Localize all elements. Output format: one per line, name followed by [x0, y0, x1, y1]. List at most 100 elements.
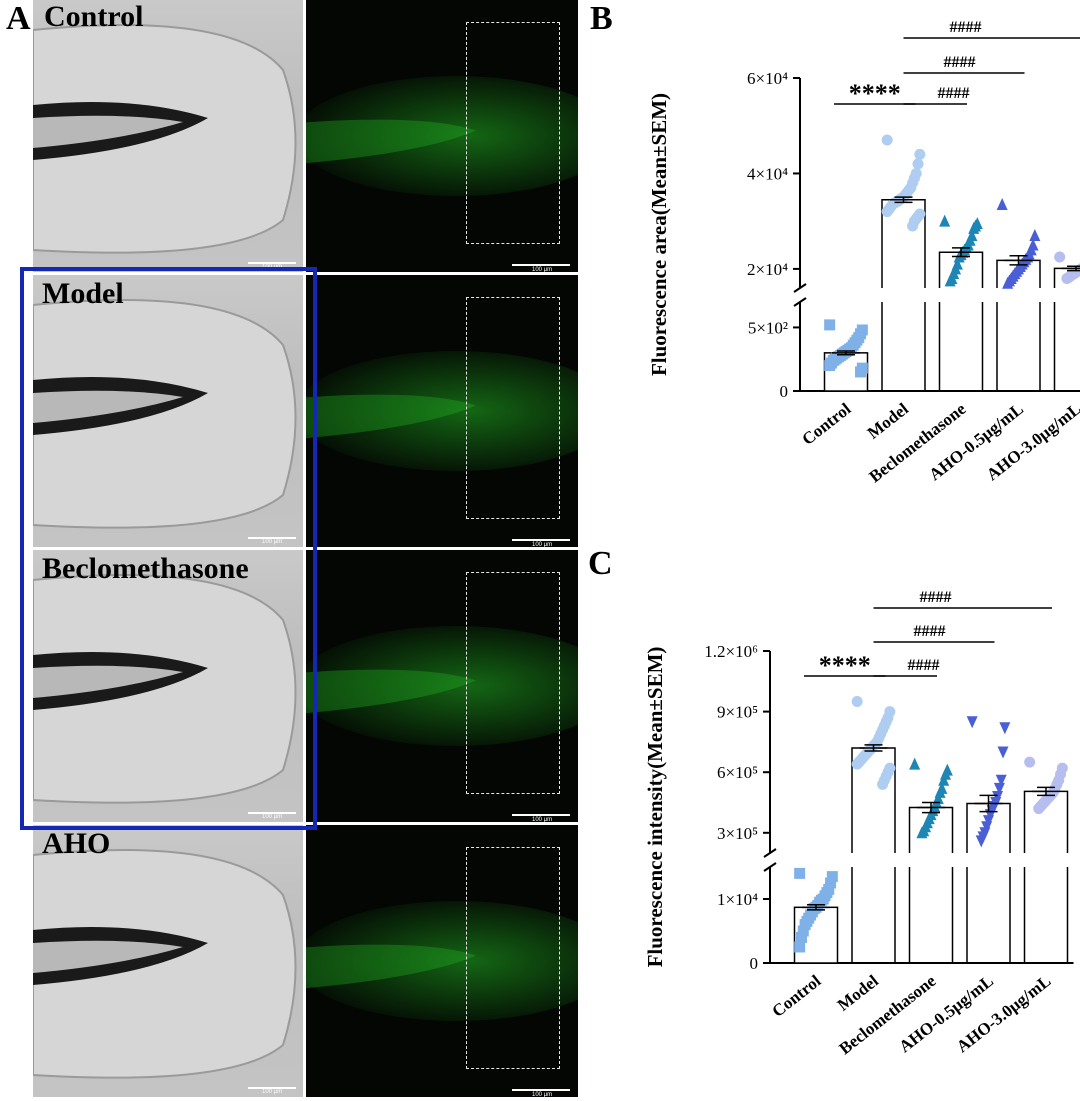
- bar-4-lower: [1023, 867, 1069, 963]
- point: [916, 826, 928, 839]
- point: [912, 158, 924, 170]
- scale-text-fl-3: 100 μm: [532, 1092, 553, 1098]
- brightfield-image-2: [33, 550, 303, 822]
- point: [1029, 229, 1041, 241]
- significance: **** #### #### ####: [834, 19, 1080, 108]
- y-axis: 0 1×10⁴ 3×10⁵ 6×10⁵ 9×10⁵ 1.2×10⁶: [704, 642, 777, 973]
- x-tick-labels: Control ModelBeclomethasoneAHO-0.5μg/mLAH…: [768, 971, 1054, 1058]
- point: [999, 722, 1011, 735]
- y-tick-label: 9×10⁵: [717, 703, 758, 722]
- point: [881, 206, 893, 218]
- axis-break-mark: [763, 862, 777, 872]
- point: [824, 360, 836, 372]
- point: [944, 274, 956, 287]
- point: [975, 835, 987, 848]
- x-tick-label: Control: [768, 971, 824, 1021]
- brightfield-image-1: [33, 275, 303, 547]
- y-tick-label: 6×10⁵: [717, 763, 758, 782]
- y-tick-label: 3×10⁵: [717, 824, 758, 843]
- x-tick-labels: Control ModelBeclomethasoneAHO-0.5μg/mLAH…: [798, 399, 1080, 486]
- point: [992, 790, 1004, 803]
- error-bars: [802, 744, 1060, 911]
- sig-label: ####: [914, 623, 946, 640]
- scale-text-fl-1: 100 μm: [532, 542, 553, 548]
- point: [996, 197, 1008, 210]
- data-points: [794, 696, 1068, 953]
- sig-label: ####: [944, 54, 976, 71]
- scale-bar-bf-1: [248, 537, 296, 539]
- panel-letter-c: C: [588, 545, 613, 582]
- point: [966, 716, 978, 729]
- roi-box-2: [466, 572, 560, 794]
- x-tick-label: Beclomethasone: [835, 971, 939, 1058]
- point: [938, 773, 950, 786]
- sig-label: ****: [849, 79, 901, 108]
- axis-break-mark: [793, 283, 807, 293]
- bar-1-lower: [881, 302, 926, 391]
- point: [826, 871, 838, 883]
- y-tick-label: 2×10⁴: [747, 260, 788, 279]
- scale-text-fl-2: 100 μm: [532, 817, 553, 823]
- point: [855, 366, 867, 378]
- point: [909, 757, 921, 770]
- scale-bar-fl-1: [512, 539, 570, 541]
- fluorescence-area-chart: 0 5×10² 2×10⁴ 4×10⁴ 6×10⁴ Fluorescence area(M…: [647, 19, 1080, 486]
- bar-4-lower: [1053, 302, 1056, 391]
- point: [851, 758, 863, 770]
- scale-bar-fl-3: [512, 1089, 570, 1091]
- error-bars: [832, 196, 1080, 356]
- y-tick-label: 0: [780, 382, 789, 401]
- x-tick-label: Model: [834, 971, 882, 1015]
- bar-2-lower: [908, 867, 954, 963]
- scale-text-bf-2: 100 μm: [262, 814, 283, 820]
- point: [993, 782, 1005, 795]
- sig-label: ####: [950, 19, 982, 36]
- x-tick-label: Beclomethasone: [865, 399, 969, 486]
- roi-box-0: [466, 22, 560, 244]
- point: [997, 746, 1009, 759]
- point: [1054, 251, 1066, 263]
- significance: **** #### #### ####: [804, 589, 1052, 680]
- point: [914, 148, 926, 160]
- fluorescence-intensity-chart: 0 1×10⁴ 3×10⁵ 6×10⁵ 9×10⁵ 1.2×10⁶ Fluorescence…: [643, 589, 1074, 1058]
- brightfield-image-0: [33, 0, 303, 272]
- point: [968, 221, 980, 234]
- point: [794, 941, 806, 953]
- y-tick-label: 5×10²: [748, 318, 788, 337]
- point: [795, 931, 807, 943]
- y-axis: 0 5×10² 2×10⁴ 4×10⁴ 6×10⁴: [747, 69, 807, 401]
- sig-label: ####: [908, 657, 940, 674]
- group-label-2: Beclomethasone: [42, 552, 249, 585]
- bar-3-lower: [996, 302, 1041, 391]
- point: [1033, 803, 1045, 815]
- bars: [823, 198, 1080, 392]
- point: [881, 134, 893, 146]
- point: [851, 696, 863, 707]
- scale-bar-fl-2: [512, 814, 570, 816]
- y-tick-label: 6×10⁴: [747, 69, 788, 88]
- brightfield-image-3: [33, 825, 303, 1097]
- point: [907, 220, 919, 232]
- x-tick-label: Control: [798, 399, 854, 449]
- y-tick-label: 1×10⁴: [717, 890, 758, 909]
- bars: [793, 747, 1069, 964]
- fluorescence-image-1: [306, 275, 578, 547]
- point: [825, 877, 837, 889]
- point: [824, 319, 836, 331]
- roi-box-3: [466, 847, 560, 1069]
- group-label-0: Control: [44, 0, 144, 33]
- scale-text-bf-1: 100 μm: [262, 539, 283, 545]
- scale-text-fl-0: 100 μm: [532, 267, 553, 273]
- highlight-box: [20, 267, 317, 830]
- point: [799, 919, 811, 931]
- point: [981, 821, 993, 834]
- scale-bar-bf-0: [248, 262, 296, 264]
- sig-label: ####: [938, 85, 970, 102]
- fluorescence-image-0: [306, 0, 578, 272]
- x-tick-label: Model: [864, 399, 912, 443]
- scale-text-bf-3: 100 μm: [262, 1089, 283, 1095]
- point: [983, 815, 994, 828]
- point: [797, 925, 809, 937]
- y-tick-label: 1.2×10⁶: [704, 642, 758, 661]
- point: [995, 774, 1007, 787]
